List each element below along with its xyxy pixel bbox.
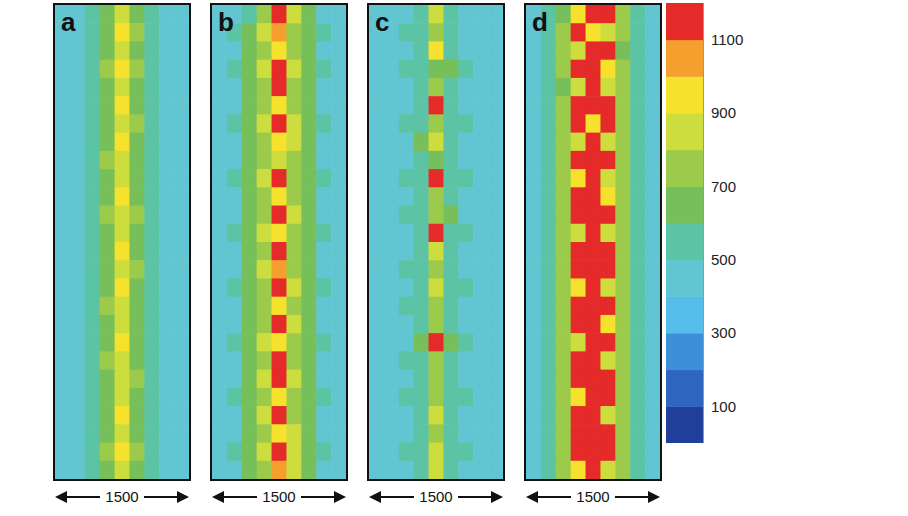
- svg-text:500: 500: [711, 251, 736, 268]
- svg-text:1500: 1500: [419, 488, 452, 505]
- svg-text:1500: 1500: [105, 488, 138, 505]
- svg-text:700: 700: [711, 178, 736, 195]
- svg-text:300: 300: [711, 324, 736, 341]
- svg-text:1500: 1500: [262, 488, 295, 505]
- svg-text:1100: 1100: [711, 31, 743, 48]
- svg-text:900: 900: [711, 104, 736, 121]
- svg-text:1500: 1500: [576, 488, 609, 505]
- html-text:b: b: [218, 7, 234, 37]
- html-text:d: d: [532, 7, 548, 37]
- svg-text:100: 100: [711, 398, 736, 415]
- html-text:a: a: [61, 7, 76, 37]
- html-text:c: c: [375, 7, 390, 37]
